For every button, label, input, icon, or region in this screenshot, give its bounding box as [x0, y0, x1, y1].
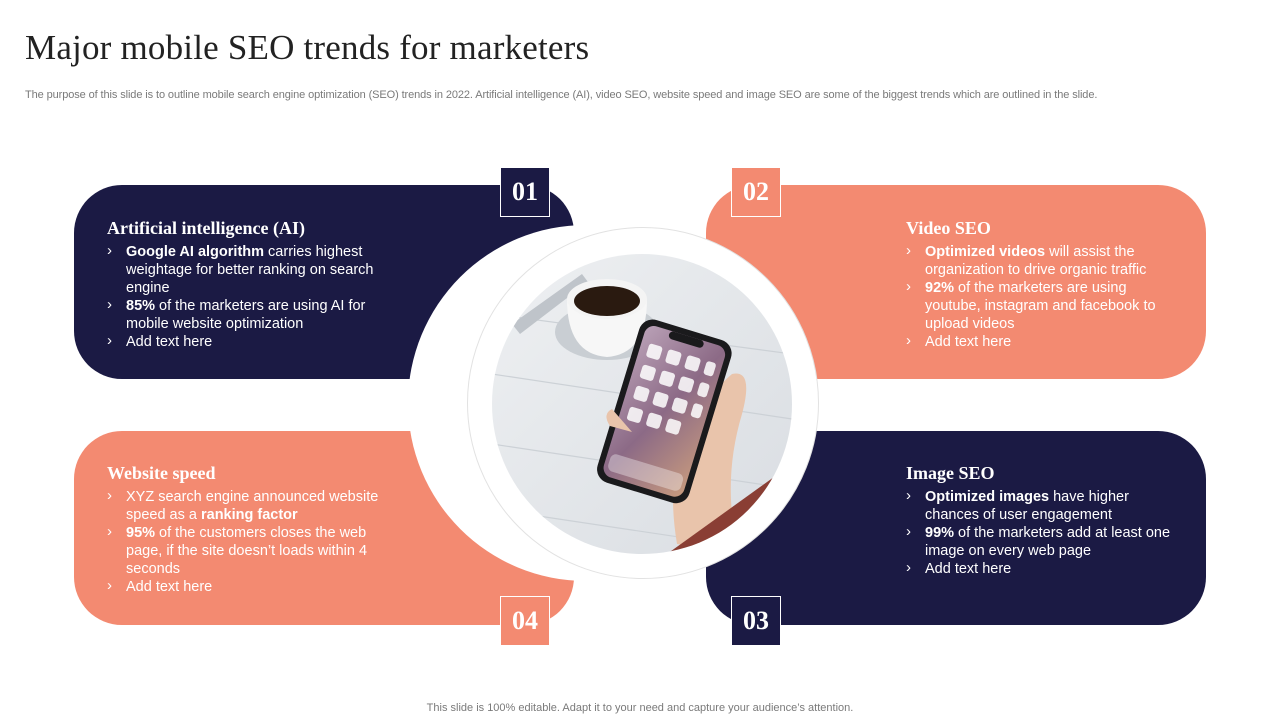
- trend-card-website-speed: Website speed XYZ search engine announce…: [107, 462, 382, 596]
- bullet-item: Optimized videos will assist the organiz…: [906, 242, 1181, 279]
- footer-note: This slide is 100% editable. Adapt it to…: [426, 702, 854, 714]
- trend-card-image-seo: Image SEO Optimized images have higher c…: [906, 462, 1181, 578]
- bullet-item: 92% of the marketers are using youtube, …: [906, 278, 1181, 333]
- card-number-04: 04: [500, 596, 550, 646]
- card-number-03: 03: [731, 596, 781, 646]
- trend-card-ai: Artificial intelligence (AI) Google AI a…: [107, 217, 382, 351]
- page-subtitle: The purpose of this slide is to outline …: [25, 89, 1098, 101]
- card-heading: Artificial intelligence (AI): [107, 218, 305, 238]
- trend-card-video-seo: Video SEO Optimized videos will assist t…: [906, 217, 1181, 351]
- bullet-list: XYZ search engine announced website spee…: [107, 487, 382, 596]
- card-number-02: 02: [731, 167, 781, 217]
- bullet-item: XYZ search engine announced website spee…: [107, 487, 382, 524]
- card-number-01: 01: [500, 167, 550, 217]
- bullet-item: Optimized images have higher chances of …: [906, 487, 1181, 524]
- bullet-item: Add text here: [107, 332, 382, 351]
- bullet-item: Add text here: [906, 332, 1181, 351]
- card-heading: Image SEO: [906, 463, 995, 483]
- bullet-item: Google AI algorithm carries highest weig…: [107, 242, 382, 297]
- card-heading: Video SEO: [906, 218, 991, 238]
- smartphone-photo: [492, 254, 792, 554]
- bullet-item: Add text here: [906, 559, 1181, 578]
- bullet-item: 95% of the customers closes the web page…: [107, 523, 382, 578]
- bullet-item: 99% of the marketers add at least one im…: [906, 523, 1181, 560]
- smartphone-in-hand-icon: [492, 254, 792, 554]
- bullet-list: Optimized images have higher chances of …: [906, 487, 1181, 578]
- card-heading: Website speed: [107, 463, 216, 483]
- bullet-item: 85% of the marketers are using AI for mo…: [107, 296, 382, 333]
- page-title: Major mobile SEO trends for marketers: [25, 28, 590, 67]
- bullet-list: Google AI algorithm carries highest weig…: [107, 242, 382, 351]
- bullet-list: Optimized videos will assist the organiz…: [906, 242, 1181, 351]
- bullet-item: Add text here: [107, 577, 382, 596]
